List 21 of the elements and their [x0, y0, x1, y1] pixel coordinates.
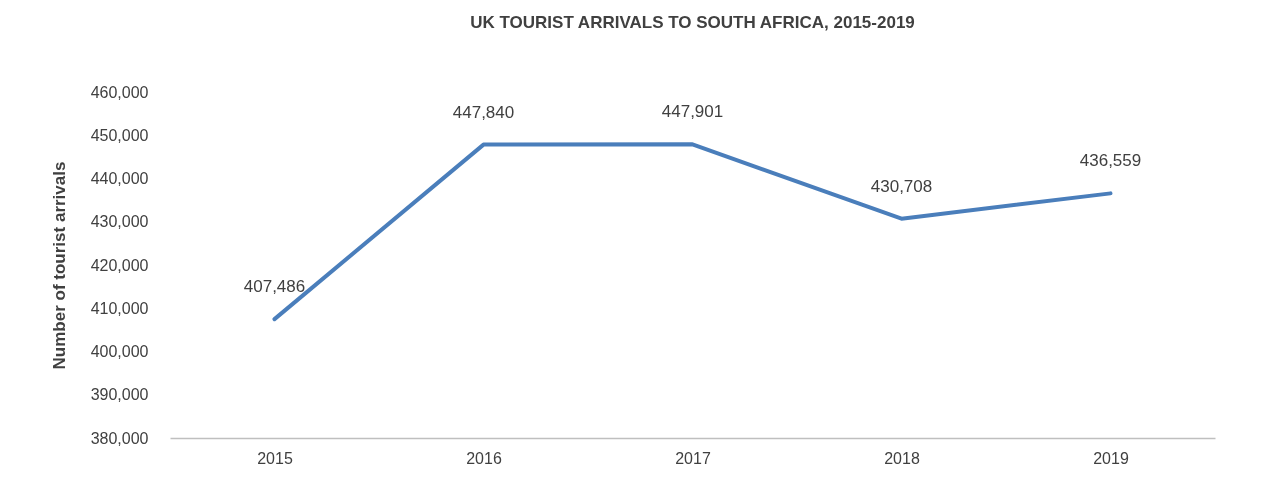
chart-title: UK TOURIST ARRIVALS TO SOUTH AFRICA, 2015-2019 — [470, 13, 915, 32]
y-tick-label: 390,000 — [90, 386, 149, 404]
y-tick-label: 430,000 — [90, 213, 149, 231]
data-label: 447,840 — [452, 102, 515, 122]
x-tick-label: 2016 — [466, 449, 502, 467]
data-label: 436,559 — [1079, 151, 1142, 171]
x-tick-label: 2018 — [884, 449, 920, 467]
y-tick-label: 420,000 — [90, 256, 149, 274]
y-tick-label: 400,000 — [90, 343, 149, 360]
y-tick-label: 460,000 — [90, 83, 149, 101]
x-tick-label: 2015 — [257, 449, 293, 467]
y-axis-title: Number of tourist arrivals — [49, 161, 69, 370]
data-label: 430,708 — [870, 176, 933, 196]
data-label: 447,901 — [661, 102, 724, 122]
y-tick-label: 380,000 — [90, 429, 149, 447]
x-tick-label: 2019 — [1093, 449, 1129, 467]
y-tick-label: 450,000 — [90, 126, 149, 144]
data-label: 407,486 — [243, 277, 306, 297]
y-tick-label: 410,000 — [90, 299, 149, 317]
x-tick-label: 2017 — [675, 449, 711, 467]
y-tick-label: 440,000 — [90, 170, 149, 187]
